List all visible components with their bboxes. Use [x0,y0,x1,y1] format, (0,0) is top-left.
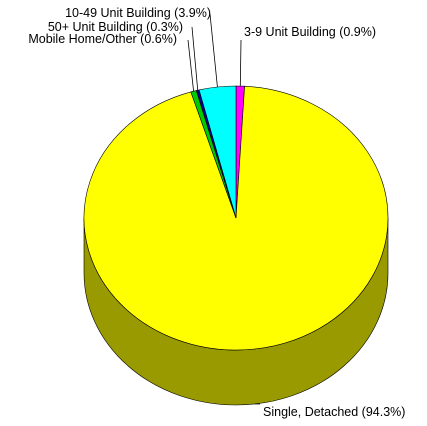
pie-slice-single-detached [83,85,389,351]
slice-label-mobile-home: Mobile Home/Other (0.6%) [28,32,177,46]
leader-lines [187,13,261,405]
leader-line-mobile-home-other [187,39,194,92]
slice-label-single-detached: Single, Detached (94.3%) [263,405,405,419]
leader-line-50-unit-building [191,26,199,91]
pie-slice-10-49-unit-building [198,85,237,219]
slice-label-50-plus-unit: 50+ Unit Building (0.3%) [48,20,183,34]
slice-label-10-49-unit: 10-49 Unit Building (3.9%) [65,6,211,20]
pie-slices [83,85,389,351]
leader-line-10-49-unit-building [209,13,218,88]
leader-line-3-9-unit-building [239,39,242,87]
slice-label-3-9-unit: 3-9 Unit Building (0.9%) [244,25,376,39]
slice-labels: 3-9 Unit Building (0.9%) Single, Detache… [28,6,405,419]
